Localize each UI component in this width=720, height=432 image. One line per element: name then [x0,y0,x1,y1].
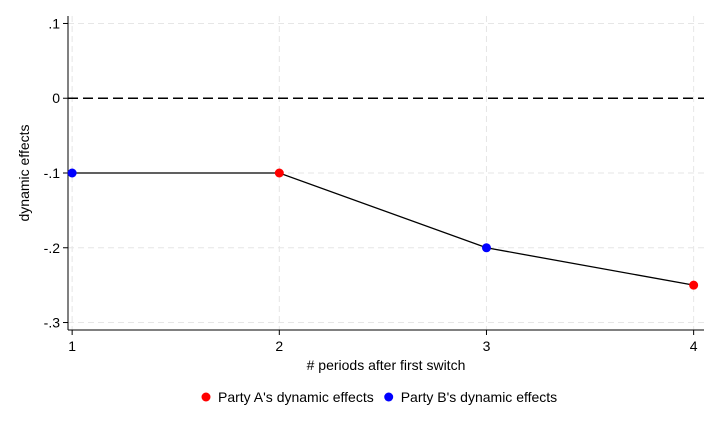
point-series-0-1 [689,280,699,290]
legend: Party A's dynamic effects Party B's dynam… [201,389,557,405]
legend-label-0: Party A's dynamic effects [218,389,374,405]
x-tick-label-3: 4 [690,338,698,354]
series-line [72,172,694,286]
y-axis-ticks: .1 0 -.1 -.2 -.3 [44,15,68,331]
point-series-1-1 [481,243,491,253]
y-axis-title: dynamic effects [16,124,32,221]
data-points [67,168,699,290]
y-tick-label-4: -.3 [44,315,61,331]
x-axis-ticks: 1 2 3 4 [68,330,698,354]
legend-marker-1 [384,392,394,402]
legend-marker-0 [201,392,211,402]
x-tick-label-2: 3 [483,338,491,354]
y-tick-label-0: .1 [48,15,60,31]
y-tick-label-2: -.1 [44,165,61,181]
point-series-1-0 [67,168,77,178]
x-tick-label-1: 2 [275,338,283,354]
x-axis-title: # periods after first switch [307,357,466,373]
point-series-0-0 [274,168,284,178]
y-tick-label-1: 0 [52,90,60,106]
legend-label-1: Party B's dynamic effects [401,389,557,405]
x-tick-label-0: 1 [68,338,76,354]
y-tick-label-3: -.2 [44,240,61,256]
